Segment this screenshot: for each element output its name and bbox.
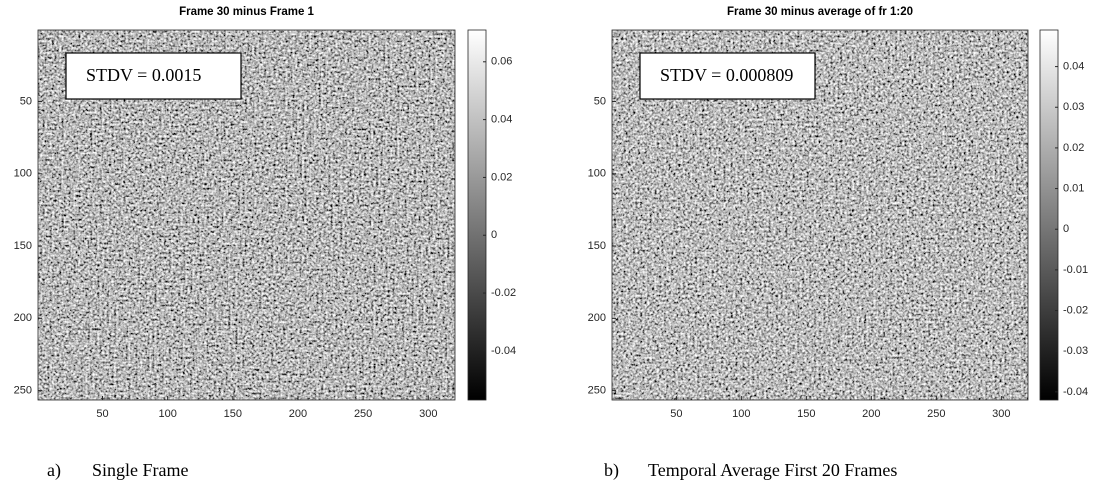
axes-frame	[37, 29, 456, 401]
y-tick-label: 150	[588, 240, 606, 252]
x-tick-label: 300	[419, 408, 437, 420]
chart-title: Frame 30 minus Frame 1	[179, 6, 314, 18]
colorbar-tick-label: -0.02	[491, 287, 516, 299]
chart-title: Frame 30 minus average of fr 1:20	[727, 6, 913, 18]
x-tick-label: 250	[354, 408, 372, 420]
annotation: STDV = 0.0015	[65, 52, 242, 100]
x-tick-label: 50	[670, 408, 682, 420]
x-tick-label: 250	[927, 408, 945, 420]
colorbar-tick-label: 0.04	[1063, 60, 1084, 72]
colorbar-tick-label: -0.01	[1063, 264, 1088, 276]
y-tick-label: 200	[588, 312, 606, 324]
y-tick-label: 200	[14, 312, 32, 324]
caption: Temporal Average First 20 Frames	[648, 460, 897, 480]
colorbar-tick-label: 0	[491, 229, 497, 241]
x-tick-label: 100	[158, 408, 176, 420]
annotation-text: STDV = 0.0015	[86, 65, 201, 85]
panel: Frame 30 minus average of fr 1:20 50 100 15…	[588, 6, 1088, 481]
caption: Single Frame	[92, 460, 189, 480]
annotation: STDV = 0.000809	[639, 52, 816, 100]
colorbar-tick-label: -0.02	[1063, 304, 1088, 316]
x-tick-label: 150	[797, 408, 815, 420]
y-tick-label: 100	[14, 168, 32, 180]
y-tick-label: 50	[20, 95, 32, 107]
y-tick-label: 250	[588, 385, 606, 397]
y-tick-label: 250	[14, 385, 32, 397]
annotation-text: STDV = 0.000809	[660, 65, 793, 85]
colorbar-tick-label: 0.04	[491, 114, 512, 126]
x-tick-label: 200	[289, 408, 307, 420]
colorbar	[1039, 29, 1059, 401]
colorbar-tick-label: 0.02	[1063, 142, 1084, 154]
colorbar-tick-label: -0.04	[1063, 386, 1088, 398]
axes-frame	[611, 29, 1029, 401]
colorbar	[467, 29, 487, 401]
colorbar-tick-label: -0.04	[491, 345, 516, 357]
annotation-box	[639, 52, 816, 100]
colorbar-tick-label: 0	[1063, 223, 1069, 235]
x-tick-label: 300	[992, 408, 1010, 420]
colorbar-tick-label: 0.02	[491, 171, 512, 183]
x-tick-label: 200	[862, 408, 880, 420]
x-tick-label: 50	[96, 408, 108, 420]
colorbar-tick-label: -0.03	[1063, 345, 1088, 357]
colorbar-tick-label: 0.03	[1063, 101, 1084, 113]
caption-label: a)	[47, 460, 61, 481]
panel: Frame 30 minus Frame 1 50 100 150 200 250 300 5…	[14, 6, 516, 481]
x-tick-label: 150	[224, 408, 242, 420]
y-tick-label: 100	[588, 168, 606, 180]
colorbar-tick-label: 0.01	[1063, 182, 1084, 194]
y-tick-label: 150	[14, 240, 32, 252]
y-tick-label: 50	[594, 95, 606, 107]
colorbar-tick-label: 0.06	[491, 56, 512, 68]
x-tick-label: 100	[732, 408, 750, 420]
annotation-box	[65, 52, 242, 100]
caption-label: b)	[604, 460, 619, 481]
